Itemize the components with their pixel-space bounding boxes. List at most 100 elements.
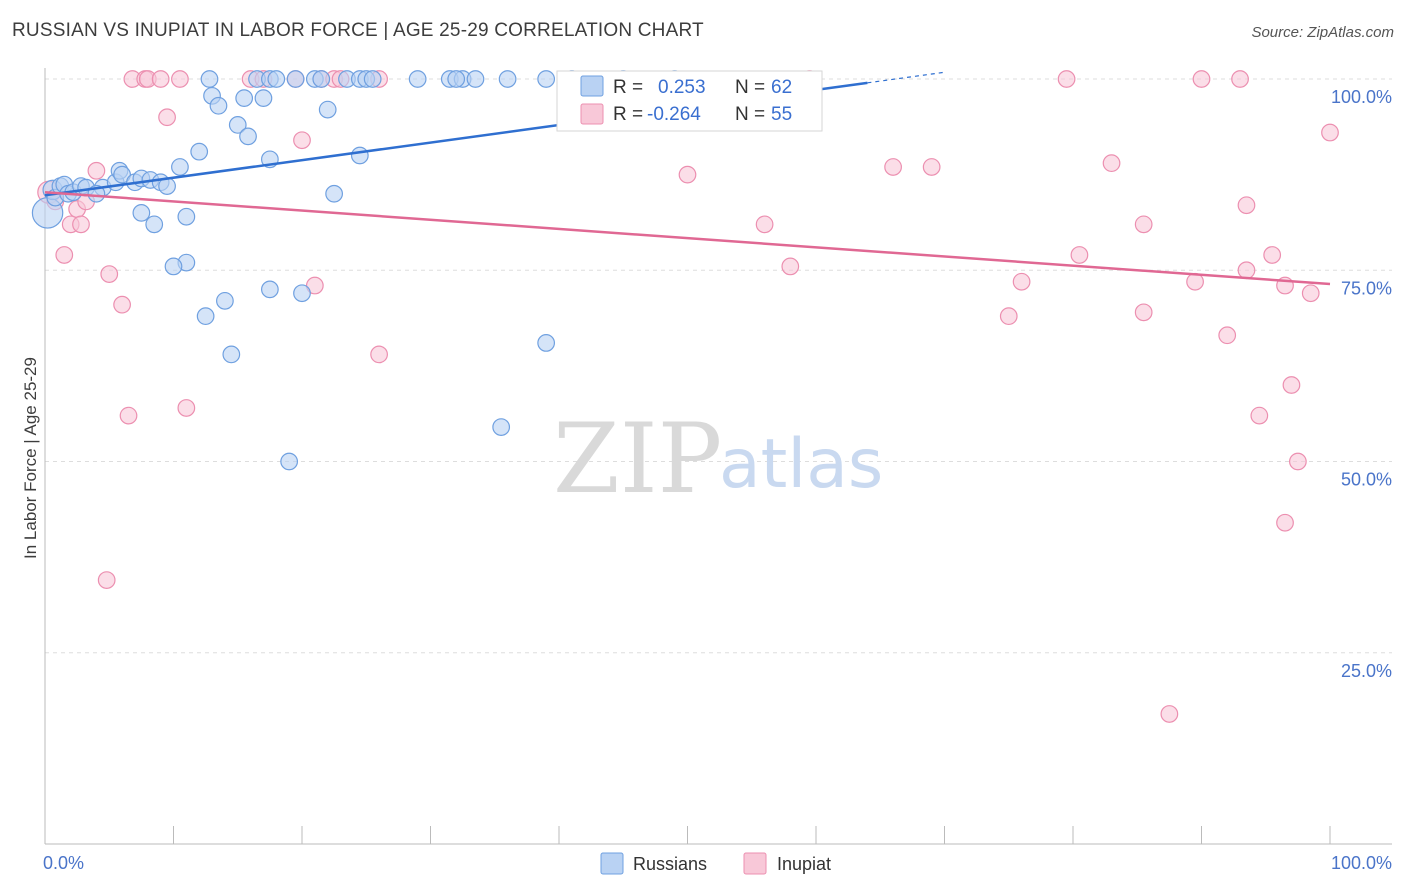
russians-point	[293, 284, 311, 303]
russians-point	[267, 70, 286, 88]
x-tick-label: 100.0%	[1331, 853, 1392, 873]
russians-point	[190, 142, 209, 161]
russians-point	[498, 70, 517, 88]
inupiat-point	[755, 215, 774, 234]
russians-legend-swatch	[580, 75, 604, 97]
inupiat-point	[1218, 326, 1237, 345]
russians-point	[447, 70, 466, 88]
y-axis-label: In Labor Force | Age 25-29	[21, 357, 40, 559]
inupiat-point	[1321, 123, 1339, 142]
inupiat-point	[1192, 70, 1211, 88]
x-tick-labels: 0.0% 100.0%	[43, 853, 1392, 873]
inupiat-point	[1102, 154, 1121, 173]
inupiat-point	[1057, 70, 1076, 88]
source-credit: Source: ZipAtlas.com	[1251, 24, 1394, 41]
inupiat-point	[370, 345, 388, 364]
russians-point	[260, 280, 279, 299]
inupiat-point	[1160, 705, 1179, 723]
inupiat-n-label: N =	[735, 104, 765, 125]
russians-point	[350, 146, 369, 165]
russians-point	[408, 70, 427, 88]
stats-legend: R = 0.253 N = 62 R = -0.264 N = 55	[556, 70, 823, 132]
russians-point	[200, 70, 219, 88]
russians-point	[312, 70, 331, 88]
inupiat-series-swatch	[743, 852, 767, 875]
inupiat-point	[1237, 261, 1256, 280]
inupiat-point	[781, 257, 800, 276]
russians-point	[492, 418, 511, 436]
inupiat-point	[171, 70, 189, 88]
inupiat-point	[158, 108, 176, 127]
russians-point	[113, 165, 131, 184]
russians-point	[286, 70, 305, 88]
inupiat-point	[678, 165, 697, 184]
russians-point	[280, 452, 299, 471]
inupiat-point	[1276, 513, 1294, 532]
russians-point	[222, 345, 241, 364]
russians-point	[537, 70, 556, 88]
inupiat-point	[1282, 376, 1301, 394]
russians-point	[325, 184, 344, 203]
watermark-atlas: atlas	[719, 425, 883, 504]
russians-r-value: 0.253	[658, 77, 706, 98]
inupiat-n-value: 55	[771, 104, 792, 125]
inupiat-trendline	[44, 190, 1331, 286]
y-tick-label: 25.0%	[1341, 661, 1392, 681]
russians-r-label: R =	[613, 77, 643, 98]
axes	[44, 68, 1392, 845]
inupiat-point	[97, 571, 116, 589]
russians-series-label: Russians	[633, 854, 707, 874]
inupiat-point	[113, 295, 131, 314]
inupiat-point	[922, 158, 941, 176]
inupiat-point	[293, 131, 311, 150]
russians-point	[254, 89, 273, 108]
russians-point	[537, 334, 556, 352]
russians-point	[239, 127, 257, 146]
inupiat-series-label: Inupiat	[777, 854, 831, 874]
inupiat-point	[55, 246, 74, 264]
russians-point	[318, 100, 337, 119]
russians-point	[228, 116, 247, 134]
inupiat-point	[1288, 452, 1307, 471]
inupiat-r-label: R =	[613, 104, 643, 125]
watermark: ZIP atlas	[553, 403, 883, 515]
inupiat-point	[1134, 215, 1153, 234]
watermark-zip: ZIP	[553, 403, 722, 515]
inupiat-point	[72, 215, 90, 234]
x-tick-label: 0.0%	[43, 853, 84, 873]
russians-points	[31, 70, 684, 471]
russians-point	[216, 291, 234, 310]
russians-point	[196, 307, 215, 326]
inupiat-point	[87, 161, 106, 180]
russians-n-value: 62	[771, 77, 792, 98]
inupiat-point	[151, 70, 170, 88]
y-tick-label: 100.0%	[1331, 87, 1392, 107]
russians-point	[466, 70, 485, 88]
series-legend: Russians Inupiat	[600, 852, 831, 875]
inupiat-point	[1134, 303, 1153, 322]
inupiat-point	[1250, 406, 1269, 425]
russians-point	[363, 70, 382, 88]
inupiat-r-value: -0.264	[647, 104, 701, 125]
gridlines	[45, 78, 1392, 654]
inupiat-point	[1263, 246, 1282, 264]
inupiat-point	[119, 406, 138, 425]
y-tick-label: 50.0%	[1341, 470, 1392, 490]
inupiat-point	[1231, 70, 1249, 88]
russians-series-swatch	[600, 852, 624, 875]
inupiat-point	[100, 265, 119, 283]
inupiat-legend-swatch	[580, 103, 604, 125]
russians-point	[132, 203, 151, 222]
russians-point	[177, 207, 196, 226]
inupiat-point	[305, 276, 324, 295]
russians-trendline-extension	[867, 71, 945, 84]
russians-point	[171, 158, 189, 176]
inupiat-point	[884, 158, 902, 176]
russians-n-label: N =	[735, 77, 765, 98]
inupiat-point	[1070, 246, 1089, 264]
chart-title: RUSSIAN VS INUPIAT IN LABOR FORCE | AGE …	[12, 20, 704, 41]
russians-point	[164, 257, 183, 276]
inupiat-point	[177, 399, 196, 417]
y-tick-labels: 25.0% 50.0% 75.0% 100.0%	[1331, 87, 1392, 681]
